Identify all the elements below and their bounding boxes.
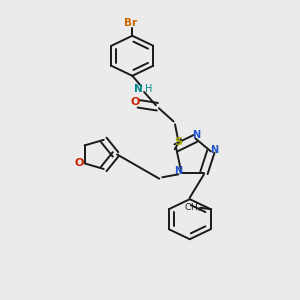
Text: N: N (174, 167, 182, 176)
Text: N: N (134, 84, 142, 94)
Text: Br: Br (124, 18, 137, 28)
Text: N: N (210, 145, 218, 155)
Text: O: O (130, 97, 140, 107)
Text: O: O (75, 158, 84, 168)
Text: H: H (145, 84, 152, 94)
Text: N: N (192, 130, 200, 140)
Text: S: S (174, 137, 182, 147)
Text: CH$_3$: CH$_3$ (184, 202, 202, 214)
